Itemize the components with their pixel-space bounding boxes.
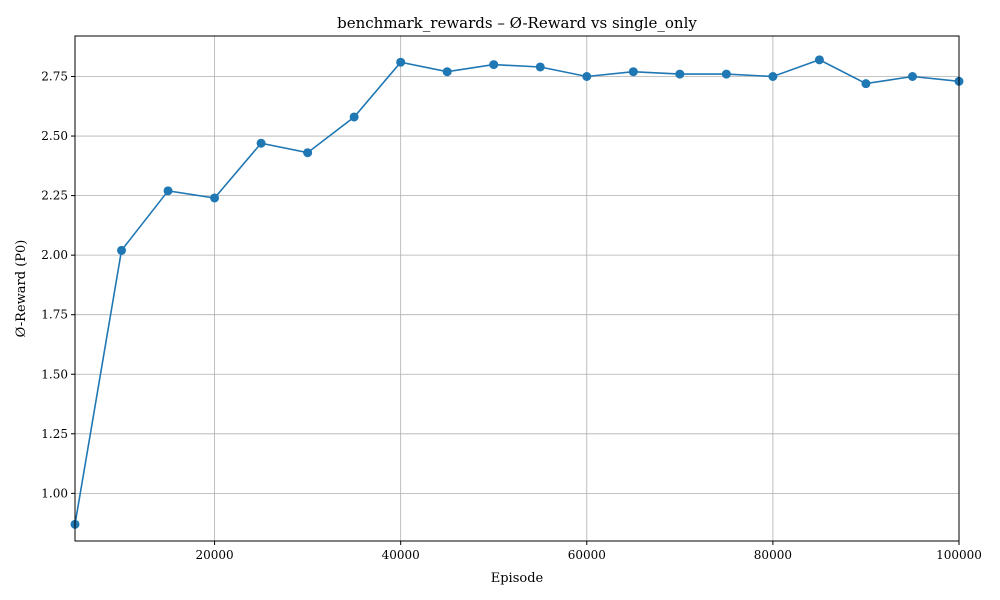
series-layer	[71, 55, 964, 529]
data-point	[257, 139, 266, 148]
x-tick-label: 20000	[195, 548, 233, 562]
x-tick-label: 40000	[382, 548, 420, 562]
x-tick-label: 60000	[568, 548, 606, 562]
x-axis-label: Episode	[491, 571, 544, 586]
grid-lines	[75, 36, 959, 541]
y-tick-label: 2.50	[41, 129, 68, 143]
plot-frame	[75, 36, 959, 541]
series-line	[75, 60, 959, 525]
data-point	[443, 67, 452, 76]
data-point	[536, 62, 545, 71]
y-tick-label: 2.25	[41, 189, 68, 203]
data-point	[722, 70, 731, 79]
y-tick-label: 2.75	[41, 69, 68, 83]
data-point	[768, 72, 777, 81]
y-tick-label: 1.50	[41, 367, 68, 381]
y-tick-label: 1.00	[41, 486, 68, 500]
y-tick-label: 2.00	[41, 248, 68, 262]
data-point	[908, 72, 917, 81]
data-point	[861, 79, 870, 88]
data-point	[350, 112, 359, 121]
data-point	[582, 72, 591, 81]
tick-layer: 1.00 1.25 1.50 1.75 2.00 2.25 2.50 2.75 20000 400…	[41, 69, 982, 562]
x-tick-label: 80000	[754, 548, 792, 562]
data-point	[164, 186, 173, 195]
data-point	[815, 55, 824, 64]
y-tick-label: 1.25	[41, 427, 68, 441]
data-point	[396, 58, 405, 67]
y-axis-label: Ø-Reward (P0)	[14, 240, 29, 338]
data-point	[303, 148, 312, 157]
data-point	[675, 70, 684, 79]
x-tick-label: 100000	[936, 548, 982, 562]
data-point	[629, 67, 638, 76]
data-point	[210, 193, 219, 202]
data-point	[489, 60, 498, 69]
chart-title: benchmark_rewards – Ø-Reward vs single_o…	[337, 14, 697, 32]
data-point	[117, 246, 126, 255]
y-tick-label: 1.75	[41, 308, 68, 322]
